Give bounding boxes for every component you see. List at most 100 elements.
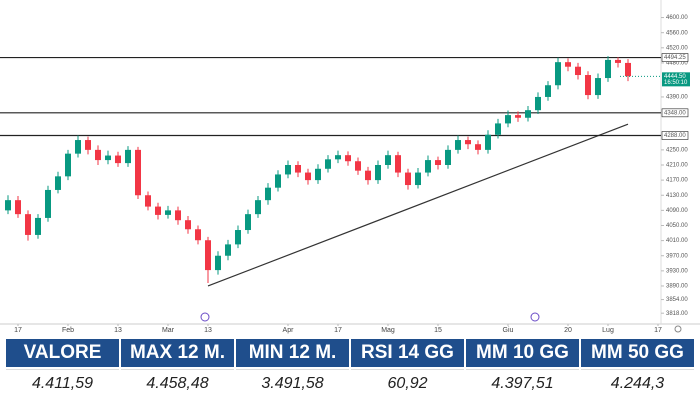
candle-body [355, 161, 361, 171]
cell: 3.491,58 [236, 369, 349, 398]
header-row: VALORE MAX 12 M. MIN 12 M. RSI 14 GG MM 10 G… [6, 339, 694, 367]
cell: 4.458,48 [121, 369, 234, 398]
column-header: MM 50 GG [581, 339, 694, 367]
column-header: VALORE [6, 339, 119, 367]
price-tag [662, 72, 690, 87]
candle-body [275, 174, 281, 188]
stats-table: VALORE MAX 12 M. MIN 12 M. RSI 14 GG MM 10 G… [4, 337, 696, 400]
candle-body [5, 200, 11, 211]
level-label: 4494.25 [664, 55, 686, 61]
x-tick-label: Mag [381, 327, 395, 334]
candle-body [365, 170, 371, 181]
candle-body [605, 59, 611, 79]
y-tick-label: 4480.00 [666, 61, 688, 67]
x-tick-label: 13 [204, 327, 212, 334]
candle-body [155, 206, 161, 215]
column-header: RSI 14 GG [351, 339, 464, 367]
candle-body [205, 240, 211, 271]
value-row: 4.411,59 4.458,48 3.491,58 60,92 4.397,51 4.2… [6, 369, 694, 398]
candle-body [385, 155, 391, 165]
candle-body [245, 214, 251, 231]
candle-body [145, 195, 151, 207]
candle-body [175, 210, 181, 221]
candle-body [55, 176, 61, 190]
y-tick-label: 4050.00 [666, 223, 688, 229]
candle-body [555, 62, 561, 86]
y-tick-label: 3854.00 [666, 297, 688, 303]
candle-body [345, 155, 351, 162]
candle-body [415, 172, 421, 186]
candle-body [395, 155, 401, 173]
candle-body [455, 140, 461, 150]
cell: 60,92 [351, 369, 464, 398]
y-tick-label: 3890.00 [666, 284, 688, 290]
candle-body [295, 165, 301, 173]
candle-body [195, 229, 201, 241]
candle-body [375, 165, 381, 181]
candle-body [35, 217, 41, 235]
y-tick-label: 3930.00 [666, 268, 688, 274]
candle-body [15, 200, 21, 215]
candle-body [405, 172, 411, 186]
x-tick-label: 17 [14, 327, 22, 334]
column-header: MAX 12 M. [121, 339, 234, 367]
y-tick-label: 4170.00 [666, 178, 688, 184]
level-label: 4288.00 [664, 133, 686, 139]
candle-body [625, 62, 631, 77]
y-tick-label: 4560.00 [666, 30, 688, 36]
x-tick-label: Apr [283, 327, 295, 334]
candle-body [475, 144, 481, 150]
event-icon [200, 312, 210, 322]
x-tick-label: 20 [564, 327, 572, 334]
candle-body [125, 149, 131, 164]
candle-body [515, 115, 521, 118]
candle-body [265, 187, 271, 201]
y-tick-label: 4010.00 [666, 238, 688, 244]
candle-body [535, 96, 541, 111]
x-tick-label: Feb [62, 327, 74, 334]
cell: 4.397,51 [466, 369, 579, 398]
level-tag [661, 131, 689, 140]
cell: 4.411,59 [6, 369, 119, 398]
x-tick-label: 13 [114, 327, 122, 334]
candle-body [255, 200, 261, 215]
candle-body [445, 149, 451, 165]
x-tick-label: Lug [602, 327, 614, 334]
candle-body [215, 255, 221, 271]
y-tick-label: 4250.00 [666, 147, 688, 153]
x-tick-label: 17 [654, 327, 662, 334]
candle-body [595, 78, 601, 96]
candle-body [105, 155, 111, 161]
level-tag [661, 53, 689, 62]
candle-body [585, 75, 591, 96]
candle-body [225, 244, 231, 256]
column-header: MIN 12 M. [236, 339, 349, 367]
candle-body [465, 140, 471, 145]
candle-body [545, 85, 551, 97]
cell: 4.244,3 [581, 369, 694, 398]
y-tick-label: 3818.00 [666, 311, 688, 317]
candle-body [25, 214, 31, 235]
candle-body [185, 220, 191, 230]
candle-body [85, 140, 91, 150]
y-tick-label: 4090.00 [666, 208, 688, 214]
candle-body [575, 66, 581, 76]
candle-body [95, 149, 101, 161]
candle-body [425, 160, 431, 173]
chart: 4600.00 4560.00 4520.00 4480.00 4390.00 4250.… [0, 0, 700, 334]
candle-body [235, 230, 241, 245]
y-tick-label: 4520.00 [666, 45, 688, 51]
candle-body [525, 110, 531, 118]
candle-body [135, 149, 141, 196]
price-time: 16:50:10 [664, 80, 688, 86]
candle-body [65, 153, 71, 177]
candle-body [485, 134, 491, 150]
candle-body [75, 140, 81, 154]
candle-body [305, 172, 311, 181]
y-tick-label: 3970.00 [666, 253, 688, 259]
candle-body [45, 189, 51, 218]
y-tick-label: 4600.00 [666, 15, 688, 21]
candle-body [285, 165, 291, 175]
candle-body [565, 62, 571, 67]
